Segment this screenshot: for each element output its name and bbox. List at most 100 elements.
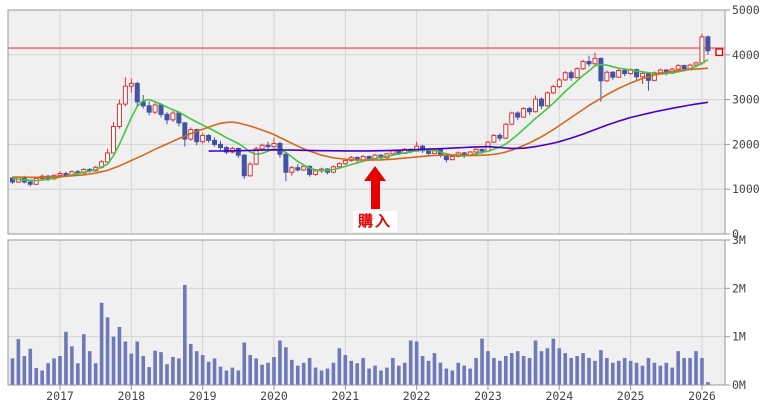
volume-bar — [480, 338, 484, 385]
volume-bar — [284, 347, 288, 385]
candlestick-down — [295, 167, 301, 171]
volume-bar — [266, 362, 270, 385]
candlestick-down — [479, 148, 485, 152]
candlestick-down — [634, 69, 640, 78]
last-price-marker — [715, 48, 724, 57]
buy-annotation: 購入 — [330, 166, 420, 233]
volume-bar — [301, 362, 306, 385]
year-axis-label: 2021 — [331, 389, 359, 403]
volume-bar — [610, 362, 615, 385]
candlestick-up — [550, 86, 556, 94]
volume-bar — [159, 352, 163, 385]
volume-bar — [492, 357, 496, 385]
volume-bar — [355, 363, 359, 385]
candlestick-down — [217, 143, 223, 149]
candlestick-down — [527, 108, 533, 113]
volume-bar — [402, 362, 407, 385]
candlestick-up — [675, 65, 681, 70]
candlestick-up — [604, 71, 610, 82]
volume-bar — [682, 357, 686, 385]
candlestick-down — [681, 65, 687, 70]
candlestick-down — [241, 154, 247, 177]
candlestick-down — [307, 165, 313, 175]
volume-bar — [81, 334, 86, 385]
volume-bar — [670, 367, 675, 385]
volume-bar — [331, 362, 336, 385]
candlestick-down — [568, 72, 574, 79]
volume-bar — [212, 358, 217, 385]
candlestick-up — [473, 148, 479, 153]
volume-bar — [438, 362, 443, 385]
volume-bar — [414, 341, 419, 385]
volume-bar — [218, 366, 223, 385]
volume-bar — [456, 362, 461, 385]
volume-bar — [444, 368, 449, 385]
year-axis-label: 2025 — [617, 389, 645, 403]
candlestick-down — [194, 129, 200, 143]
candlestick-down — [182, 122, 188, 140]
year-axis-label: 2024 — [545, 389, 573, 403]
volume-bar — [22, 356, 27, 385]
candlestick-up — [651, 72, 657, 81]
candlestick-down — [158, 104, 164, 115]
price-axis-label: 0 — [732, 227, 739, 241]
candlestick-up — [533, 98, 539, 113]
candlestick-down — [622, 69, 628, 75]
candlestick-down — [223, 147, 229, 153]
volume-bar — [688, 357, 692, 385]
volume-bar — [34, 368, 39, 385]
candlestick-up — [105, 152, 111, 163]
candlestick-up — [562, 72, 568, 81]
candlestick-up — [271, 143, 277, 148]
volume-bar — [325, 368, 330, 385]
candlestick-down — [176, 112, 182, 124]
buy-arrow-shaft — [370, 181, 380, 210]
candlestick-up — [580, 61, 586, 70]
candlestick-up — [640, 73, 646, 78]
volume-bar — [16, 339, 21, 385]
candlestick-down — [586, 61, 592, 65]
volume-bar — [599, 350, 603, 385]
candlestick-down — [140, 101, 146, 107]
volume-bar — [676, 351, 680, 385]
volume-bar — [533, 340, 538, 385]
candlestick-down — [426, 150, 432, 154]
volume-bar — [200, 355, 205, 385]
volume-bar — [58, 356, 62, 385]
candlestick-up — [503, 123, 509, 139]
volume-bar — [147, 367, 151, 385]
volume-bar — [539, 351, 544, 385]
year-axis-label: 2020 — [260, 389, 288, 403]
volume-bar — [260, 364, 264, 385]
volume-bar — [616, 360, 621, 385]
candlestick-up — [699, 36, 705, 64]
candlestick-down — [420, 145, 426, 152]
year-axis-label: 2023 — [474, 389, 502, 403]
year-axis-label: 2017 — [46, 389, 74, 403]
volume-bar — [188, 343, 193, 385]
candlestick-down — [598, 57, 604, 82]
volume-bar — [706, 382, 710, 385]
volume-bar — [165, 364, 169, 385]
volume-bar — [319, 370, 324, 385]
volume-bar — [509, 353, 514, 385]
volume-bar — [367, 368, 371, 385]
volume-bar — [64, 331, 68, 385]
candlestick-down — [265, 144, 271, 148]
candlestick-up — [200, 134, 206, 143]
candlestick-down — [27, 181, 33, 185]
volume-bar — [504, 356, 508, 385]
volume-bar — [527, 357, 532, 385]
candlestick-down — [235, 147, 241, 156]
candlestick-down — [283, 153, 289, 173]
volume-bar — [432, 353, 437, 385]
candlestick-down — [146, 105, 152, 113]
volume-bar — [111, 336, 116, 385]
candlestick-down — [515, 112, 521, 118]
candlestick-down — [9, 177, 15, 183]
volume-bar — [337, 348, 342, 385]
volume-bar — [46, 363, 50, 385]
candlestick-up — [342, 160, 348, 165]
